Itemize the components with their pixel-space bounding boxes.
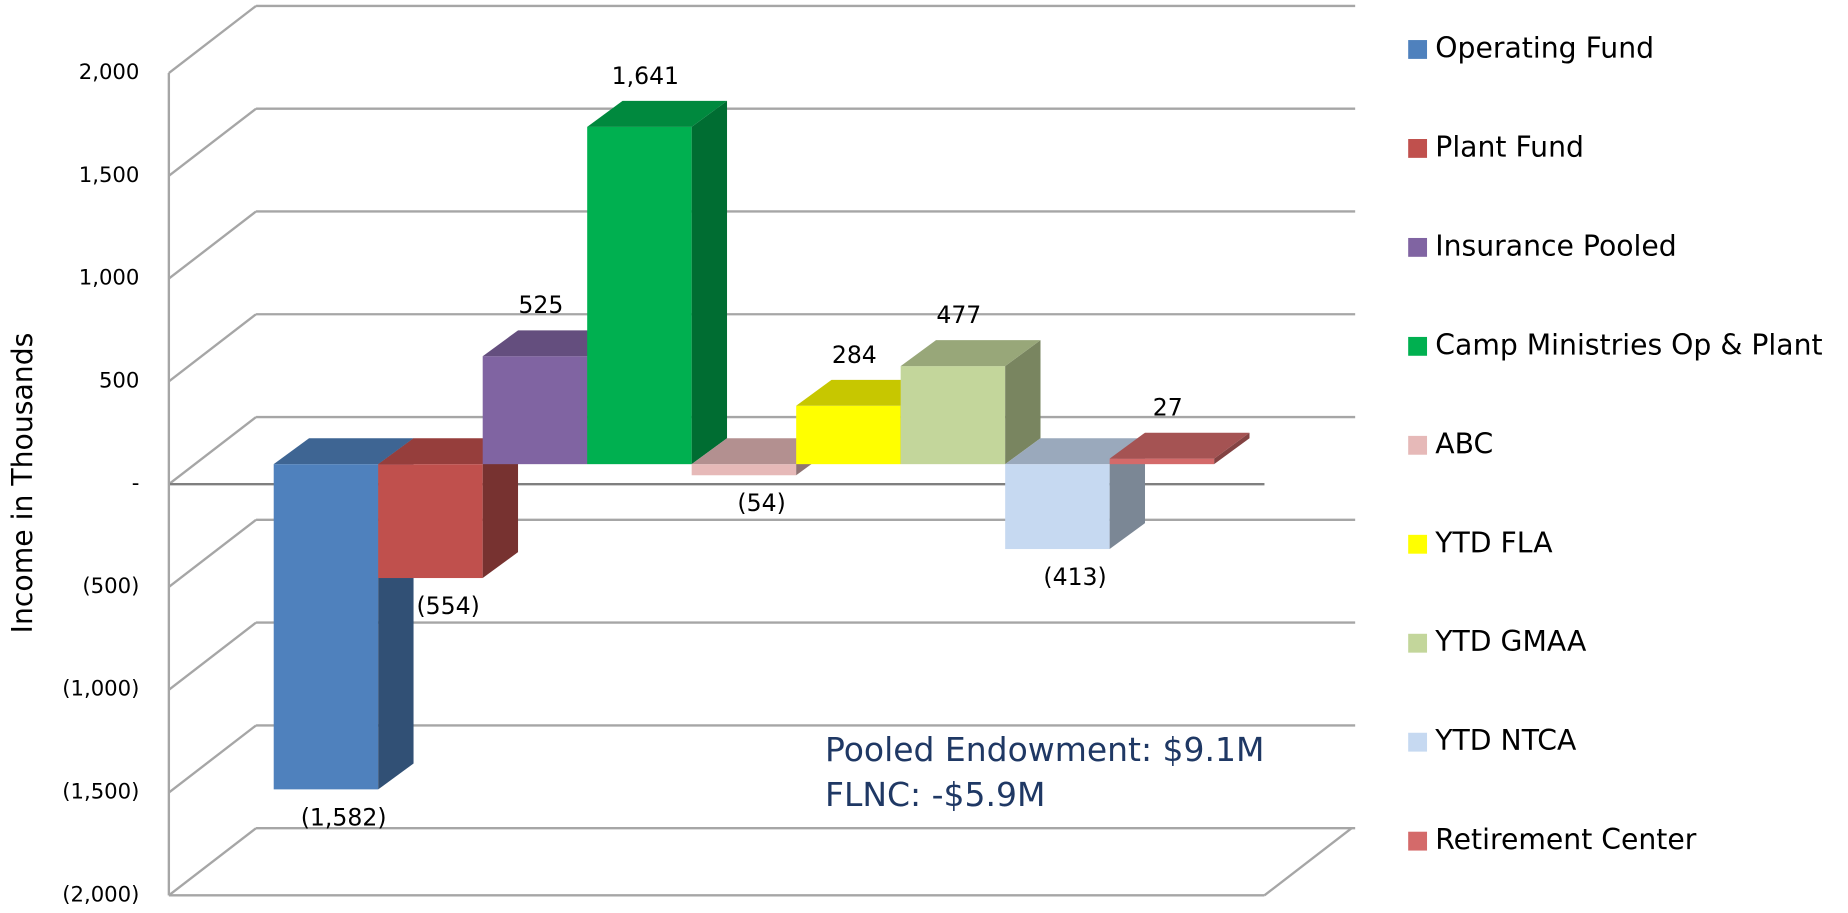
legend-swatch [1408,336,1428,356]
data-label: 477 [936,301,981,329]
legend-swatch [1408,732,1428,752]
side-grid-line [168,724,257,794]
bar [482,356,588,465]
y-tick-label: (2,000) [62,881,139,906]
annotation: Pooled Endowment: $9.1M [825,730,1264,769]
bar [796,405,901,465]
bar [1005,464,1110,550]
floor-edge [1263,827,1353,897]
data-label: 284 [832,341,877,369]
legend-label: Operating Fund [1435,31,1654,64]
bar [587,126,692,465]
legend-label: YTD NTCA [1434,724,1577,757]
side-grid-line [168,210,257,280]
bar [378,464,483,579]
data-label: (554) [416,592,479,620]
annotation: FLNC: -$5.9M [825,775,1045,814]
y-tick-label: - [132,470,140,495]
bar-top [1005,438,1146,465]
legend-label: Plant Fund [1435,130,1584,163]
legend-swatch [1408,831,1428,851]
data-label: 27 [1153,394,1183,422]
side-grid-line [168,4,257,74]
y-tick-label: 500 [99,367,139,392]
y-tick-label: 2,000 [79,59,140,84]
legend-label: Camp Ministries Op & Plant [1435,328,1822,361]
bar [691,464,797,476]
bar-top [273,438,414,465]
bar-top [1109,432,1250,459]
bar-side [482,438,519,579]
legend-swatch [1408,40,1428,59]
legend-label: YTD GMAA [1434,625,1587,658]
data-label: (413) [1043,563,1106,591]
legend-swatch [1408,237,1428,257]
y-tick-label: 1,000 [79,265,140,290]
bar-side [1214,432,1250,465]
legend-label: ABC [1435,427,1493,460]
y-tick-label: (1,500) [62,779,139,804]
y-axis-label: Income in Thousands [6,333,39,634]
bar [900,366,1006,465]
side-grid-line [168,313,257,383]
bar-top [587,100,728,127]
side-grid-line [168,416,257,486]
bar-side [1109,438,1146,550]
side-grid-line [168,621,257,691]
data-label: (54) [737,489,785,517]
data-label: (1,582) [301,803,387,831]
side-grid-line [168,827,257,897]
data-label: 525 [518,291,563,319]
y-tick-label: (1,000) [62,676,139,701]
y-tick-label: 1,500 [79,162,140,187]
legend-swatch [1408,139,1428,158]
legend-swatch [1408,633,1428,653]
side-grid-line [168,518,257,588]
bar-top [900,340,1041,367]
bar [273,464,379,790]
bar [1109,458,1215,465]
side-grid-line [168,107,257,177]
legend-label: Retirement Center [1435,823,1697,856]
y-tick-label: (500) [82,573,139,598]
data-label: 1,641 [612,62,679,90]
bar-side [691,100,728,465]
legend-label: YTD FLA [1434,526,1553,559]
legend-label: Insurance Pooled [1435,229,1676,262]
legend-swatch [1408,435,1428,455]
legend-swatch [1408,534,1428,554]
bar-side [1005,340,1041,465]
